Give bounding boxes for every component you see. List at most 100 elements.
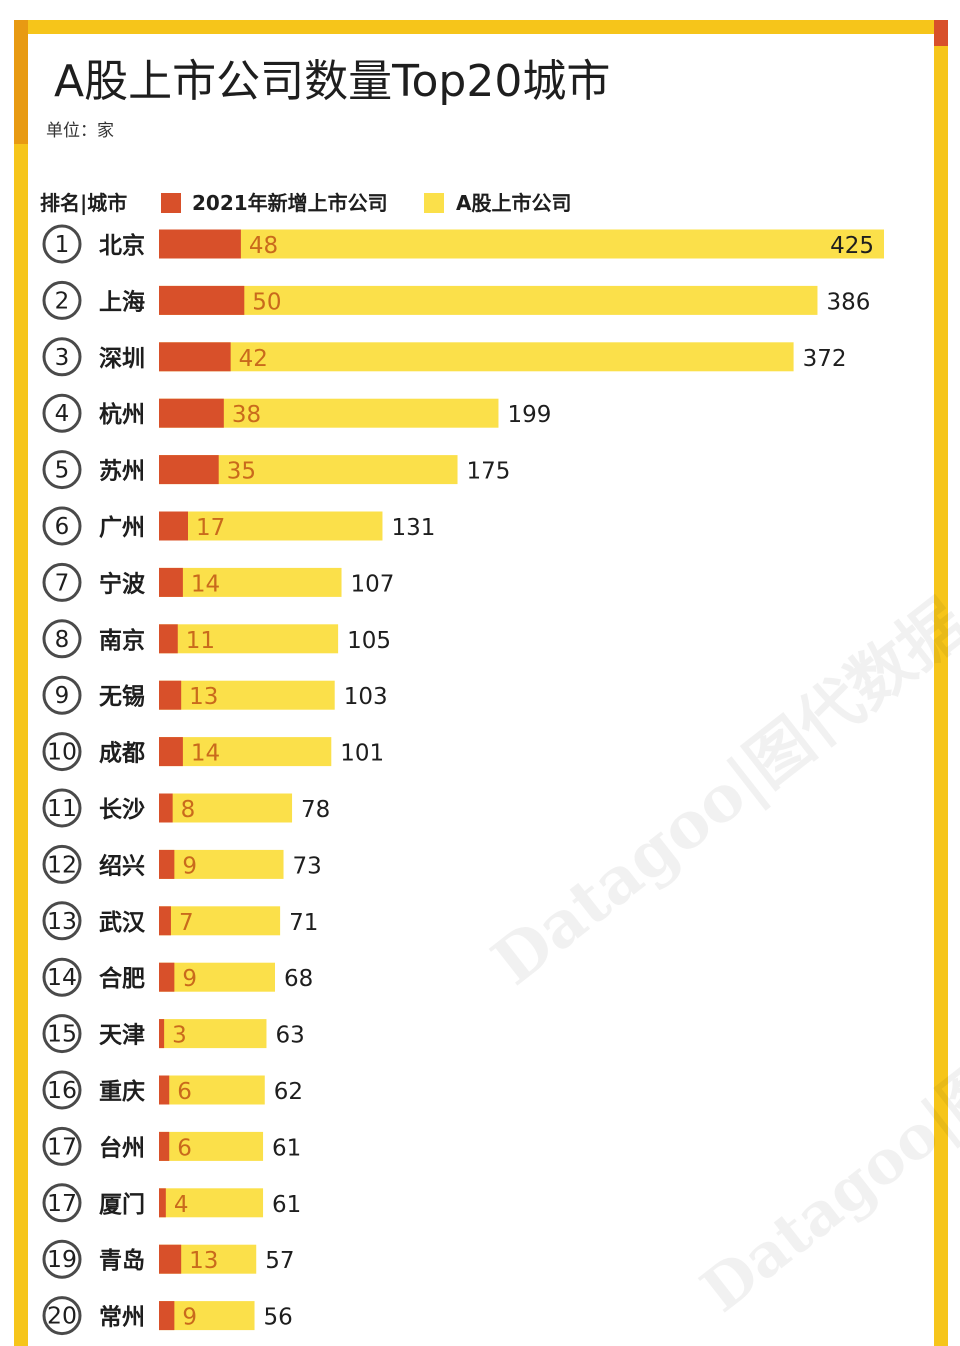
city-label: 深圳 (99, 346, 145, 372)
city-label: 合肥 (99, 965, 145, 992)
city-label: 宁波 (99, 570, 146, 597)
bar-new-2021 (159, 624, 178, 654)
rank-badge (42, 1070, 82, 1110)
city-label: 成都 (99, 741, 145, 767)
bar-new-2021 (159, 737, 183, 767)
new-value-label: 3 (172, 1023, 187, 1049)
total-value-label: 131 (391, 515, 435, 541)
new-value-label: 13 (189, 684, 218, 710)
total-value-label: 101 (340, 741, 384, 767)
rank-number: 12 (47, 852, 77, 878)
frame-right-border (934, 20, 948, 1346)
rank-badge (42, 732, 82, 772)
city-label: 杭州 (99, 401, 145, 428)
total-value-label: 175 (467, 459, 511, 485)
new-value-label: 4 (174, 1192, 189, 1218)
rank-number: 2 (55, 288, 70, 314)
bar-total-listed (159, 1075, 265, 1105)
chart-title: A股上市公司数量Top20城市 (54, 56, 611, 107)
rank-badge (42, 393, 82, 433)
bar-new-2021 (159, 1075, 170, 1105)
total-value-label: 105 (347, 628, 391, 654)
bar-total-listed (159, 906, 281, 936)
rank-number: 19 (47, 1247, 77, 1273)
unit-label: 单位：家 (46, 121, 114, 141)
bar-total-listed (159, 962, 275, 992)
bar-new-2021 (159, 285, 245, 315)
bar-total-listed (159, 793, 293, 823)
rank-badge (42, 1014, 82, 1054)
bar-new-2021 (159, 342, 231, 372)
rank-number: 13 (47, 909, 77, 935)
new-value-label: 14 (191, 571, 220, 597)
total-value-label: 62 (274, 1079, 303, 1105)
total-value-label: 63 (275, 1023, 304, 1049)
frame-left-accent (14, 20, 28, 144)
city-label: 苏州 (99, 459, 145, 485)
rank-badge (42, 1183, 82, 1223)
new-value-label: 11 (186, 628, 215, 654)
bar-new-2021 (159, 455, 219, 485)
city-label: 厦门 (99, 1191, 145, 1218)
rank-badge (42, 844, 82, 884)
legend-total-label: A股上市公司 (456, 191, 572, 215)
new-value-label: 9 (182, 1305, 197, 1331)
rank-badge (42, 901, 82, 941)
bar-new-2021 (159, 793, 173, 823)
bar-new-2021 (159, 680, 182, 710)
frame-top-border (14, 20, 946, 34)
new-value-label: 7 (179, 910, 194, 936)
rank-number: 6 (55, 514, 70, 540)
rank-number: 17 (47, 1191, 77, 1217)
city-label: 南京 (99, 627, 145, 654)
city-label: 台州 (99, 1134, 145, 1161)
rank-badge (42, 562, 82, 602)
total-value-label: 57 (265, 1248, 294, 1274)
bar-total-listed (159, 511, 383, 541)
bar-new-2021 (159, 567, 183, 597)
new-value-label: 6 (177, 1079, 192, 1105)
rank-badge (42, 675, 82, 715)
rank-number: 14 (47, 965, 77, 991)
rank-number: 11 (47, 796, 77, 822)
rank-badge (42, 506, 82, 546)
bar-new-2021 (159, 1188, 166, 1218)
frame-right-accent (934, 20, 948, 46)
bar-total-listed (159, 1131, 264, 1161)
rank-number: 16 (47, 1078, 77, 1104)
city-label: 常州 (99, 1305, 145, 1331)
rank-badge (42, 619, 82, 659)
city-label: 重庆 (99, 1078, 145, 1105)
bar-new-2021 (159, 229, 241, 259)
city-label: 青岛 (99, 1247, 145, 1274)
legend-new-label: 2021年新增上市公司 (192, 191, 388, 215)
bar-total-listed (159, 1301, 255, 1331)
rank-number: 17 (47, 1134, 77, 1160)
rank-number: 4 (55, 401, 70, 427)
bar-total-listed (159, 567, 342, 597)
rank-badge (42, 1126, 82, 1166)
total-value-label: 386 (826, 289, 870, 315)
new-value-label: 6 (177, 1135, 192, 1161)
rank-badge (42, 1239, 82, 1279)
total-value-label: 425 (830, 233, 874, 259)
new-value-label: 35 (227, 459, 256, 485)
new-value-label: 8 (181, 797, 196, 823)
city-label: 无锡 (99, 684, 145, 710)
legend-rank-city-header: 排名|城市 (40, 191, 128, 215)
bar-new-2021 (159, 398, 224, 428)
bar-total-listed (159, 680, 335, 710)
new-value-label: 14 (191, 741, 220, 767)
rank-number: 15 (47, 1022, 77, 1048)
city-label: 北京 (99, 232, 145, 259)
total-value-label: 199 (507, 402, 551, 428)
rank-number: 3 (55, 345, 70, 371)
new-value-label: 9 (182, 966, 197, 992)
rank-number: 7 (55, 570, 70, 596)
new-value-label: 17 (196, 515, 225, 541)
rank-number: 5 (55, 458, 70, 484)
bar-total-listed (159, 342, 794, 372)
city-label: 长沙 (99, 797, 145, 823)
rank-number: 9 (55, 683, 70, 709)
